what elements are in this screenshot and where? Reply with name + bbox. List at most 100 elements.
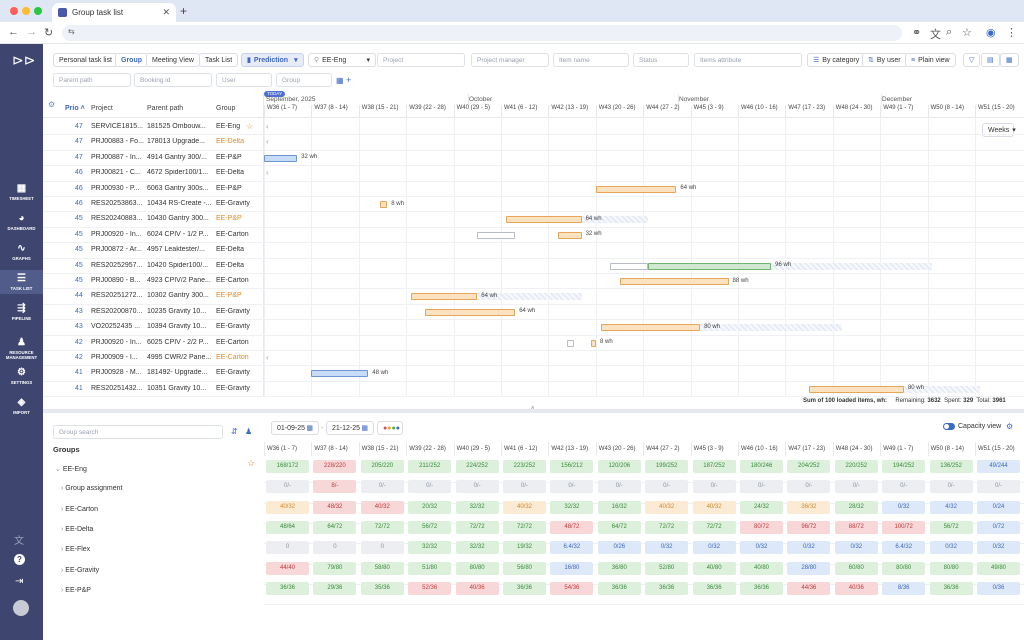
capacity-cell[interactable]: 40/36 xyxy=(455,581,499,595)
by-category-button[interactable]: ☰ By category xyxy=(807,53,866,67)
close-tab-icon[interactable]: ✕ xyxy=(162,7,170,17)
group-item[interactable]: › Group assignment xyxy=(61,485,122,492)
gantt-bar[interactable] xyxy=(567,339,575,347)
capacity-cell[interactable]: 20/32 xyxy=(408,500,452,514)
task-row[interactable]: 44 RES20251272... 10302 Gantry 300... EE-P&… xyxy=(43,289,1024,305)
reload-icon[interactable]: ↻ xyxy=(44,27,54,39)
task-row[interactable]: 43 RES20200870... 10235 Gravity 10... EE-Gr… xyxy=(43,305,1024,321)
capacity-cell[interactable]: 0/72 xyxy=(977,520,1020,534)
tab-personal-task-list[interactable]: Personal task list xyxy=(53,53,118,67)
capacity-cell[interactable]: 223/252 xyxy=(503,460,546,473)
capacity-cell[interactable]: 205/220 xyxy=(360,460,404,473)
group-item[interactable]: › EE-Delta xyxy=(61,526,93,533)
sidebar-item-pipeline[interactable]: ⇶ PIPELINE xyxy=(0,300,43,324)
back-icon[interactable]: ← xyxy=(8,26,19,38)
group-item[interactable]: ⌄ EE-Eng xyxy=(55,465,87,473)
chevron-icon[interactable]: › xyxy=(61,566,66,574)
capacity-cell[interactable]: 40/80 xyxy=(692,561,736,575)
tab-task-list[interactable]: Task List xyxy=(199,53,239,67)
filter-item-name-input[interactable]: Item name xyxy=(553,53,629,67)
capacity-cell[interactable]: 35/36 xyxy=(360,581,404,595)
export-icon[interactable]: ▤ xyxy=(981,53,1000,67)
capacity-cell[interactable]: 228/220 xyxy=(313,460,357,473)
capacity-cell[interactable]: 194/252 xyxy=(882,460,926,473)
zoom-icon[interactable]: ⌕ xyxy=(946,26,953,38)
task-row[interactable]: 41 RES20251432... 10351 Gravity 10... EE-Gr… xyxy=(43,382,1024,398)
capacity-cell[interactable]: 0/26 xyxy=(597,541,641,555)
gantt-bar[interactable] xyxy=(600,324,701,332)
chevron-icon[interactable]: › xyxy=(61,586,66,594)
capacity-cell[interactable]: 199/252 xyxy=(645,460,689,473)
capacity-cell[interactable]: 40/32 xyxy=(360,500,404,514)
translate-icon[interactable]: 文 xyxy=(930,29,941,41)
capacity-cell[interactable]: 0/- xyxy=(455,480,499,494)
extension-icon[interactable]: ⚭ xyxy=(912,27,922,39)
site-settings-icon[interactable]: ⇆ xyxy=(68,27,75,36)
capacity-cell[interactable]: 16/80 xyxy=(550,561,594,575)
capacity-cell[interactable]: 24/32 xyxy=(740,500,783,514)
capacity-cell[interactable]: 40/32 xyxy=(266,500,309,514)
forward-icon[interactable]: → xyxy=(26,26,37,38)
capacity-cell[interactable]: 0/32 xyxy=(929,541,973,555)
capacity-cell[interactable]: 6.4/32 xyxy=(882,541,926,555)
filter-status-input[interactable]: Status xyxy=(633,53,689,67)
settings-gear-icon[interactable]: ⚙ xyxy=(48,100,56,109)
capacity-cell[interactable]: 0/32 xyxy=(740,541,783,555)
calendar-icon[interactable]: ▦ xyxy=(1000,53,1019,67)
filter-project-manager-input[interactable]: Project manager xyxy=(471,53,549,67)
capacity-cell[interactable]: 36/36 xyxy=(266,581,309,595)
capacity-cell[interactable]: 0/32 xyxy=(645,541,689,555)
capacity-cell[interactable]: 32/32 xyxy=(408,541,452,555)
language-icon[interactable]: 文 xyxy=(14,536,24,547)
sidebar-item-timesheet[interactable]: ▦ TIMESHEET xyxy=(0,180,43,204)
date-to-input[interactable]: 21-12-25 ▦ xyxy=(326,421,374,435)
capacity-cell[interactable]: 79/80 xyxy=(313,561,357,575)
capacity-cell[interactable]: 36/32 xyxy=(787,500,831,514)
capacity-cell[interactable]: 56/72 xyxy=(929,520,973,534)
sort-groups-icon[interactable]: ⇵ xyxy=(231,427,238,436)
gantt-bar[interactable] xyxy=(809,385,904,393)
capacity-cell[interactable]: 80/80 xyxy=(455,561,499,575)
capacity-cell[interactable]: 40/80 xyxy=(740,561,783,575)
capacity-cell[interactable]: 0/- xyxy=(692,480,736,494)
url-input[interactable]: ⇆ xyxy=(62,25,902,41)
capacity-cell[interactable]: 220/252 xyxy=(834,460,878,473)
prio-header[interactable]: Prio ˄ xyxy=(65,105,85,112)
capacity-cell[interactable]: 40/32 xyxy=(692,500,736,514)
task-row[interactable]: 45 RES20252957... 10420 Spider100/... EE-De… xyxy=(43,259,1024,274)
gantt-bar[interactable] xyxy=(311,370,369,378)
filter-group-input[interactable]: Group xyxy=(276,73,332,87)
favorite-star-icon[interactable]: ☆ xyxy=(247,458,256,468)
capacity-cell[interactable]: 72/72 xyxy=(692,520,736,534)
capacity-cell[interactable]: 0/- xyxy=(360,480,404,494)
chevron-icon[interactable]: › xyxy=(61,525,66,533)
by-user-button[interactable]: ⇅ By user xyxy=(862,53,907,67)
group-item[interactable]: › EE-Gravity xyxy=(61,567,99,574)
task-row[interactable]: 42 PRJ00909 - I... 4995 CWR/2 Pane... EE-Ca… xyxy=(43,351,1024,367)
chevron-icon[interactable]: › xyxy=(61,546,66,554)
capacity-cell[interactable]: 8/36 xyxy=(882,581,926,595)
chevron-icon[interactable]: › xyxy=(61,485,66,493)
capacity-cell[interactable]: 0/36 xyxy=(977,581,1020,595)
capacity-cell[interactable]: 40/32 xyxy=(645,500,689,514)
capacity-cell[interactable]: 0/- xyxy=(266,480,309,494)
capacity-cell[interactable]: 156/212 xyxy=(550,460,594,473)
task-row[interactable]: 41 PRJ00928 - M... 181492- Upgrade... EE-Gr… xyxy=(43,366,1024,382)
capacity-cell[interactable]: 168/172 xyxy=(266,460,309,473)
capacity-cell[interactable]: 36/36 xyxy=(597,581,641,595)
group-item[interactable]: › EE-P&P xyxy=(61,587,91,594)
capacity-cell[interactable]: 58/80 xyxy=(360,561,404,575)
capacity-cell[interactable]: 48/72 xyxy=(550,520,594,534)
group-search-input[interactable]: Group search xyxy=(53,425,223,439)
task-row[interactable]: 46 RES20253863... 10434 RS-Create -... EE-G… xyxy=(43,197,1024,213)
color-legend-button[interactable]: ● ● ● ● xyxy=(377,421,403,435)
capacity-cell[interactable]: 204/252 xyxy=(787,460,831,473)
capacity-cell[interactable]: 100/72 xyxy=(882,520,926,534)
capacity-cell[interactable]: 0/32 xyxy=(882,500,926,514)
capacity-cell[interactable]: 0 xyxy=(360,541,404,555)
capacity-cell[interactable]: 36/36 xyxy=(740,581,783,595)
capacity-cell[interactable]: 0/- xyxy=(408,480,452,494)
minimize-window-icon[interactable] xyxy=(22,7,30,15)
profile-icon[interactable]: ◉ xyxy=(986,27,996,39)
capacity-cell[interactable]: 64/72 xyxy=(313,520,357,534)
